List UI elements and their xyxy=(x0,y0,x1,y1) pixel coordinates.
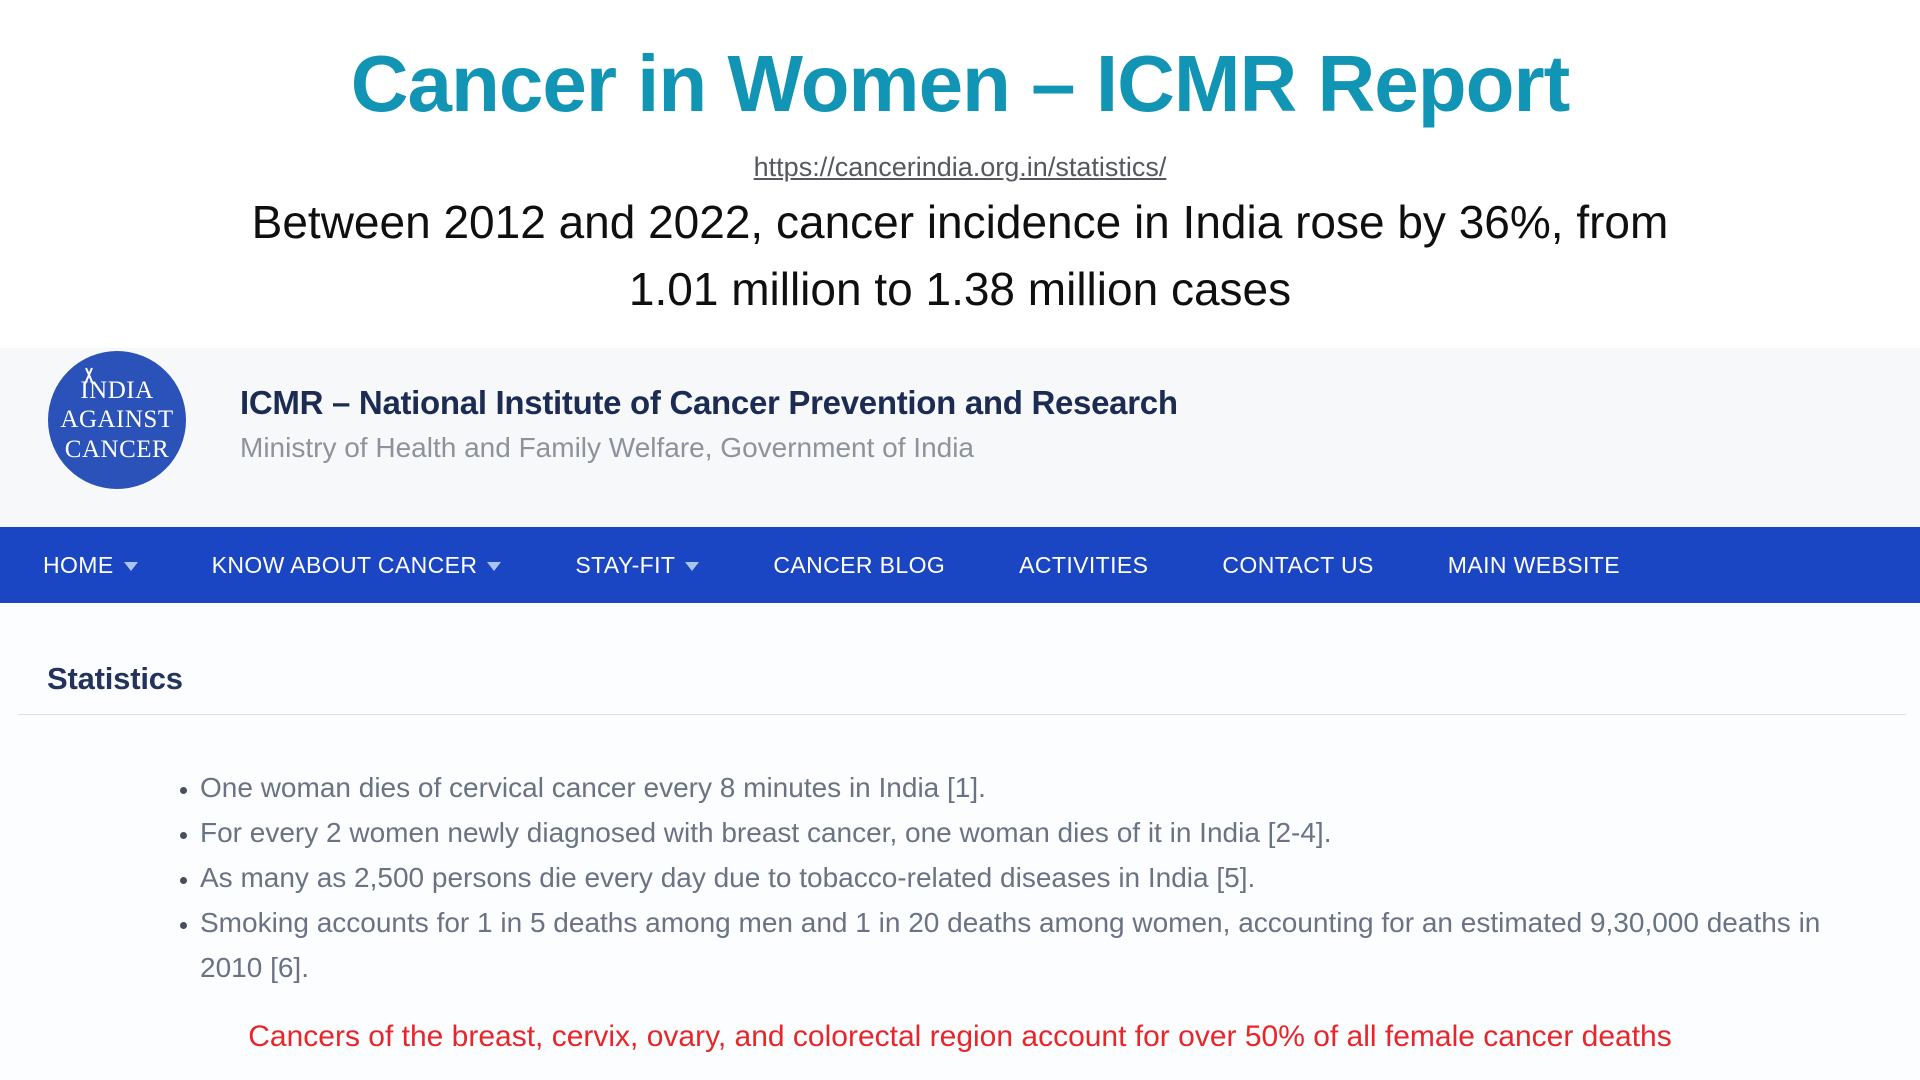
nav-item-cancer-blog-label: CANCER BLOG xyxy=(773,551,946,578)
nav-item-know-about-cancer-label: KNOW ABOUT CANCER xyxy=(211,551,478,578)
nav-item-home-label: HOME xyxy=(43,551,114,578)
chevron-down-icon xyxy=(487,562,502,571)
site-header-text: ICMR – National Institute of Cancer Prev… xyxy=(240,384,1178,464)
main-navbar: HOME KNOW ABOUT CANCER STAY-FIT CANCER B… xyxy=(0,527,1920,603)
section-divider xyxy=(18,714,1906,715)
nav-item-activities-label: ACTIVITIES xyxy=(1019,551,1149,578)
subtitle-line-2: 1.01 million to 1.38 million cases xyxy=(628,262,1292,315)
org-name: ICMR – National Institute of Cancer Prev… xyxy=(240,384,1178,421)
nav-item-main-website[interactable]: MAIN WEBSITE xyxy=(1448,552,1620,579)
subtitle-line-1: Between 2012 and 2022, cancer incidence … xyxy=(251,196,1669,248)
site-header: INDIA AGAINST CANCER ICMR – National Ins… xyxy=(0,348,1920,527)
nav-item-stay-fit-label: STAY-FIT xyxy=(575,551,676,578)
nav-item-know-about-cancer[interactable]: KNOW ABOUT CANCER xyxy=(212,552,502,579)
logo-line-3: CANCER xyxy=(64,435,170,463)
page-title: Cancer in Women – ICMR Report xyxy=(350,39,1571,128)
org-subtitle: Ministry of Health and Family Welfare, G… xyxy=(240,432,975,463)
list-item: For every 2 women newly diagnosed with b… xyxy=(200,810,1850,855)
nav-item-contact-us[interactable]: CONTACT US xyxy=(1222,552,1373,579)
logo-line-2: AGAINST xyxy=(60,406,174,434)
nav-item-stay-fit[interactable]: STAY-FIT xyxy=(575,551,700,579)
statistics-list: One woman dies of cervical cancer every … xyxy=(0,765,1920,990)
logo-line-1: INDIA xyxy=(80,376,154,404)
chevron-down-icon xyxy=(123,562,138,571)
nav-item-home[interactable]: HOME xyxy=(43,552,138,579)
footnote-highlight: Cancers of the breast, cervix, ovary, an… xyxy=(248,1020,1672,1053)
nav-item-cancer-blog[interactable]: CANCER BLOG xyxy=(773,552,945,579)
awareness-ribbon-icon xyxy=(84,367,94,385)
statistics-section: Statistics One woman dies of cervical ca… xyxy=(0,603,1920,1080)
india-against-cancer-logo[interactable]: INDIA AGAINST CANCER xyxy=(48,351,186,489)
nav-item-contact-us-label: CONTACT US xyxy=(1222,551,1374,578)
nav-item-main-website-label: MAIN WEBSITE xyxy=(1447,551,1620,578)
list-item: As many as 2,500 persons die every day d… xyxy=(200,855,1850,900)
list-item: Smoking accounts for 1 in 5 deaths among… xyxy=(200,900,1850,990)
slide-header: Cancer in Women – ICMR Report https://ca… xyxy=(0,0,1920,348)
source-url-link[interactable]: https://cancerindia.org.in/statistics/ xyxy=(753,152,1167,182)
list-item: One woman dies of cervical cancer every … xyxy=(200,765,1850,810)
section-title: Statistics xyxy=(47,661,183,696)
chevron-down-icon xyxy=(685,562,700,571)
nav-item-activities[interactable]: ACTIVITIES xyxy=(1019,552,1148,579)
slide-subtitle: Between 2012 and 2022, cancer incidence … xyxy=(0,189,1920,322)
